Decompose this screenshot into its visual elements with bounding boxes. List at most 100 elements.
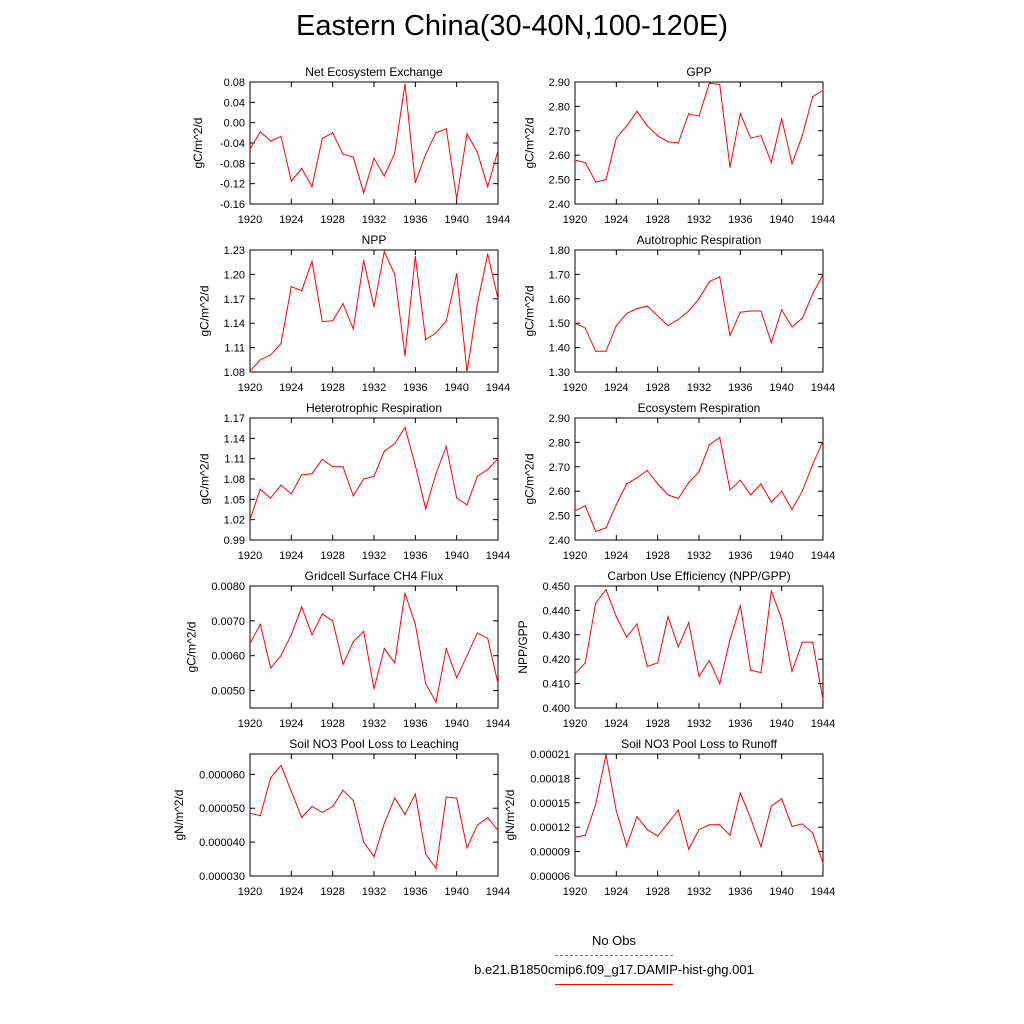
data-point	[801, 317, 803, 319]
y-tick-label: 0.000060	[199, 769, 245, 781]
x-tick-label: 1920	[563, 886, 587, 898]
panel-title: Net Ecosystem Exchange	[305, 65, 443, 79]
data-point	[698, 675, 700, 677]
y-tick-label: 2.60	[549, 486, 570, 498]
data-point	[270, 777, 272, 779]
data-point	[750, 669, 752, 671]
data-point	[249, 812, 251, 814]
data-point	[373, 856, 375, 858]
x-tick-label: 1940	[444, 382, 468, 394]
data-point	[615, 325, 617, 327]
y-tick-label: 0.0070	[211, 616, 245, 628]
y-axis-label: gC/m^2/d	[197, 286, 211, 337]
y-axis-label: gN/m^2/d	[503, 790, 517, 841]
x-tick-label: 1932	[362, 550, 386, 562]
plot-frame	[574, 249, 824, 373]
x-tick-label: 1940	[444, 214, 468, 226]
x-tick-label: 1928	[320, 886, 344, 898]
data-point	[445, 128, 447, 130]
data-point	[363, 192, 365, 194]
x-tick-label: 1932	[687, 718, 711, 730]
data-point	[698, 115, 700, 117]
x-tick-label: 1932	[687, 214, 711, 226]
data-point	[729, 166, 731, 168]
data-point	[636, 623, 638, 625]
data-point	[760, 483, 762, 485]
data-point	[301, 606, 303, 608]
y-tick-label: 0.00015	[530, 798, 570, 810]
data-point	[677, 809, 679, 811]
data-point	[270, 354, 272, 356]
y-tick-label: 1.08	[224, 367, 245, 379]
data-point	[646, 665, 648, 668]
data-point	[435, 472, 437, 475]
x-tick-label: 1924	[604, 718, 628, 730]
data-point	[249, 519, 251, 521]
x-tick-label: 1920	[238, 382, 262, 394]
data-point	[435, 701, 437, 703]
data-point	[770, 501, 772, 503]
data-point	[605, 589, 607, 591]
series-line	[574, 754, 824, 864]
x-tick-label: 1936	[403, 382, 427, 394]
x-tick-label: 1924	[279, 550, 303, 562]
data-point	[657, 483, 659, 485]
y-tick-label: 2.80	[549, 437, 570, 449]
data-point	[574, 510, 576, 512]
panel-title: Ecosystem Respiration	[638, 401, 761, 415]
y-tick-label: 2.50	[549, 175, 570, 187]
data-point	[708, 281, 710, 283]
data-point	[301, 167, 303, 170]
data-point	[435, 132, 437, 134]
data-point	[497, 683, 499, 685]
x-tick-label: 1940	[769, 382, 793, 394]
x-tick-label: 1928	[320, 718, 344, 730]
data-point	[487, 637, 489, 639]
y-tick-label: 0.0050	[211, 686, 245, 698]
x-tick-label: 1920	[563, 718, 587, 730]
data-point	[249, 148, 251, 150]
data-point	[760, 310, 762, 312]
series-line	[249, 426, 499, 520]
x-tick-label: 1920	[238, 214, 262, 226]
data-point	[466, 655, 468, 657]
data-point	[750, 137, 752, 139]
data-point	[259, 623, 261, 625]
data-point	[739, 792, 741, 794]
data-point	[605, 527, 607, 529]
data-point	[781, 309, 783, 311]
series-line	[249, 83, 499, 199]
data-point	[363, 478, 365, 480]
data-point	[750, 494, 752, 496]
y-tick-label: 1.70	[549, 269, 570, 281]
data-point	[657, 835, 659, 837]
data-point	[456, 797, 458, 799]
data-point	[708, 659, 710, 662]
x-tick-label: 1920	[563, 550, 587, 562]
data-point	[657, 662, 659, 664]
data-point	[698, 829, 700, 831]
x-tick-label: 1932	[362, 214, 386, 226]
data-point	[708, 444, 710, 446]
panel-5: Heterotrophic Respiration 1920 1924 1928 193…	[197, 401, 510, 562]
data-point	[280, 764, 282, 767]
data-point	[801, 135, 803, 137]
panel-4: Autotrophic Respiration 1920 1924 1928 1932 1…	[522, 233, 835, 394]
data-point	[595, 602, 597, 604]
data-point	[812, 463, 814, 465]
data-point	[373, 157, 375, 159]
y-tick-label: -0.08	[220, 158, 245, 170]
x-tick-label: 1940	[769, 718, 793, 730]
x-tick-label: 1932	[687, 886, 711, 898]
data-point	[466, 847, 468, 849]
data-point	[290, 493, 292, 495]
panel-7: Gridcell Surface CH4 Flux 1920 1924 1928 193…	[185, 569, 511, 730]
y-tick-label: 1.23	[224, 245, 245, 257]
plot-frame	[249, 585, 499, 709]
data-point	[466, 133, 468, 135]
data-point	[626, 125, 628, 127]
x-tick-label: 1944	[811, 718, 835, 730]
data-point	[321, 811, 323, 813]
x-tick-label: 1940	[769, 214, 793, 226]
data-point	[249, 642, 251, 645]
